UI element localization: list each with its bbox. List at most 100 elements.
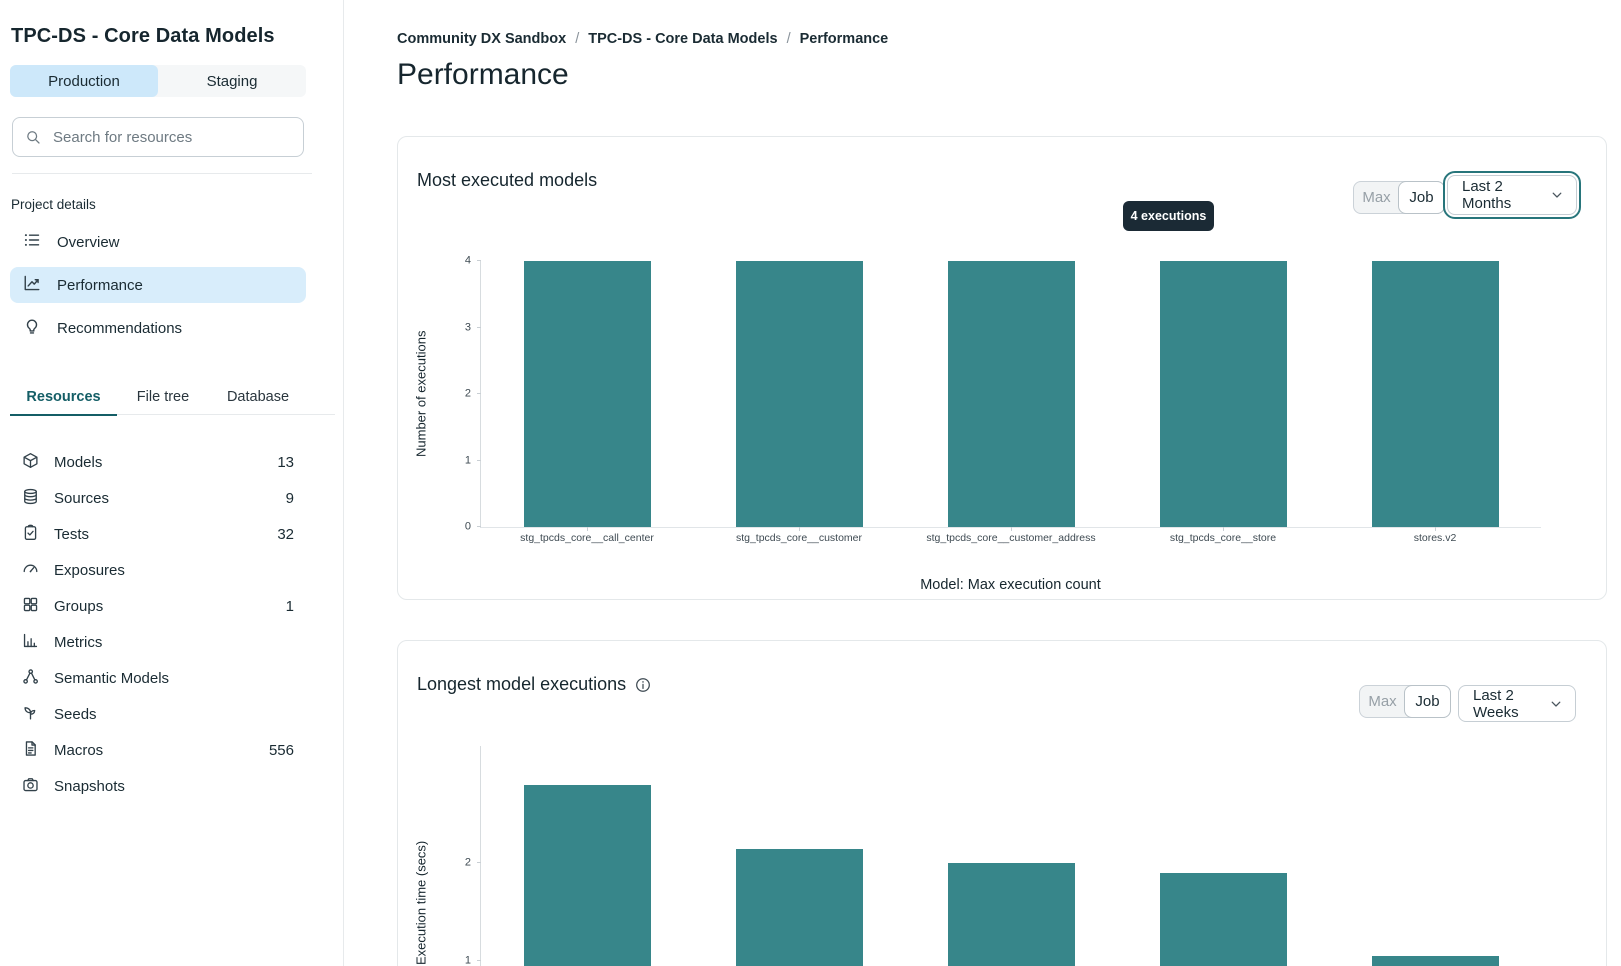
x-tick-label: stg_tpcds_core__call_center [520, 532, 654, 544]
y-tick-mark [477, 326, 481, 328]
resource-label: Exposures [54, 561, 125, 579]
search-icon [25, 129, 41, 145]
y-tick-mark [477, 459, 481, 461]
y-tick-mark [477, 862, 481, 864]
bar-slot [693, 746, 905, 966]
resource-row-tests[interactable]: Tests 32 [10, 516, 306, 552]
breadcrumb-separator: / [575, 31, 580, 47]
x-tick-mark [586, 527, 588, 531]
breadcrumb-item[interactable]: TPC-DS - Core Data Models [588, 31, 778, 47]
bar-chart-icon [22, 632, 39, 653]
y-tick-label: 1 [464, 454, 471, 466]
camera-icon [22, 776, 39, 797]
y-tick-label: 2 [464, 856, 471, 869]
bar[interactable] [1371, 956, 1499, 966]
bar[interactable] [1159, 261, 1287, 527]
tab-resources[interactable]: Resources [10, 379, 117, 416]
bar[interactable] [523, 785, 651, 966]
breadcrumb-item[interactable]: Community DX Sandbox [397, 31, 567, 47]
toggle-max-button[interactable]: Max [1354, 182, 1399, 213]
date-range-dropdown[interactable]: Last 2 Weeks [1458, 685, 1576, 722]
y-tick-mark [477, 393, 481, 394]
toggle-job-button[interactable]: Job [1404, 685, 1451, 718]
x-axis-title: Model: Max execution count [920, 577, 1101, 593]
execution-time-bar-chart: Execution time (secs) 1 2 [414, 746, 1541, 966]
resource-row-seeds[interactable]: Seeds [10, 696, 306, 732]
resource-count: 13 [277, 453, 294, 471]
bar[interactable] [523, 261, 651, 527]
file-text-icon [22, 740, 39, 761]
x-tick-marks [481, 527, 1541, 531]
card-title: Most executed models [417, 170, 598, 190]
bar[interactable] [1159, 873, 1287, 966]
bar[interactable] [947, 863, 1075, 966]
env-tab-production[interactable]: Production [10, 65, 158, 97]
chevron-down-icon [1548, 696, 1564, 712]
x-tick-mark [1222, 527, 1224, 531]
resource-label: Metrics [54, 633, 103, 651]
bar-slot [1117, 746, 1329, 966]
x-tick-label: stores.v2 [1413, 532, 1457, 544]
resource-row-models[interactable]: Models 13 [10, 444, 306, 480]
resource-row-snapshots[interactable]: Snapshots [10, 768, 306, 804]
breadcrumb: Community DX Sandbox / TPC-DS - Core Data … [397, 31, 888, 47]
resource-count: 9 [285, 489, 294, 507]
bar-series [481, 261, 1541, 527]
resource-row-semantic-models[interactable]: Semantic Models [10, 660, 306, 696]
tab-database[interactable]: Database [226, 388, 290, 405]
sidebar-item-label: Performance [57, 276, 143, 294]
breadcrumb-item: Performance [799, 31, 889, 47]
clipboard-check-icon [22, 524, 39, 545]
chevron-down-icon [1549, 187, 1565, 203]
resource-label: Models [54, 453, 103, 471]
resource-label: Seeds [54, 705, 97, 723]
y-tick-label: 2 [464, 387, 471, 400]
bar[interactable] [735, 848, 863, 966]
y-tick-mark [477, 526, 481, 527]
sidebar-item-overview[interactable]: Overview [10, 224, 306, 260]
y-tick-mark [477, 960, 481, 962]
cube-icon [22, 452, 39, 473]
max-job-toggle: Max Job [1359, 685, 1451, 718]
bar[interactable] [947, 261, 1075, 527]
date-range-dropdown[interactable]: Last 2 Months [1443, 171, 1581, 219]
resource-list: Models 13 Sources 9 Tests 32 Exposures Groups 1 M… [10, 444, 306, 804]
project-details-label: Project details [11, 197, 96, 212]
resource-row-groups[interactable]: Groups 1 [10, 588, 306, 624]
info-icon[interactable] [635, 677, 651, 693]
environment-toggle: Production Staging [10, 65, 306, 97]
sidebar-item-label: Overview [57, 233, 120, 251]
bar-slot [481, 261, 693, 527]
sidebar-item-recommendations[interactable]: Recommendations [10, 310, 306, 346]
gauge-icon [22, 560, 39, 581]
x-tick-label: stg_tpcds_core__customer [735, 532, 863, 544]
bar[interactable] [735, 261, 863, 527]
x-tick-mark [1010, 527, 1012, 531]
resource-row-macros[interactable]: Macros 556 [10, 732, 306, 768]
x-tick-label: stg_tpcds_core__customer_address [926, 532, 1096, 544]
resource-label: Semantic Models [54, 669, 170, 687]
network-icon [22, 668, 39, 689]
search-box[interactable] [12, 117, 304, 157]
y-tick-label: 1 [464, 954, 471, 966]
grid-icon [22, 596, 39, 617]
tab-file-tree[interactable]: File tree [136, 388, 190, 405]
resource-row-sources[interactable]: Sources 9 [10, 480, 306, 516]
resource-row-metrics[interactable]: Metrics [10, 624, 306, 660]
breadcrumb-separator: / [786, 31, 791, 47]
project-title: TPC-DS - Core Data Models [11, 25, 275, 47]
bar[interactable] [1371, 261, 1499, 527]
project-nav: Overview Performance Recommendations [10, 224, 306, 346]
toggle-max-button[interactable]: Max [1360, 686, 1405, 717]
resource-row-exposures[interactable]: Exposures [10, 552, 306, 588]
y-axis-label: Execution time (secs) [413, 840, 429, 965]
sidebar-item-performance[interactable]: Performance [10, 267, 306, 303]
bar-slot [693, 261, 905, 527]
env-tab-staging[interactable]: Staging [158, 65, 306, 97]
resource-tabs: Resources File tree Database [10, 379, 335, 416]
search-input[interactable] [51, 127, 291, 147]
resource-count: 32 [277, 525, 294, 543]
toggle-job-button[interactable]: Job [1398, 181, 1445, 214]
page-title: Performance [397, 58, 569, 91]
max-job-toggle: Max Job [1353, 181, 1445, 214]
